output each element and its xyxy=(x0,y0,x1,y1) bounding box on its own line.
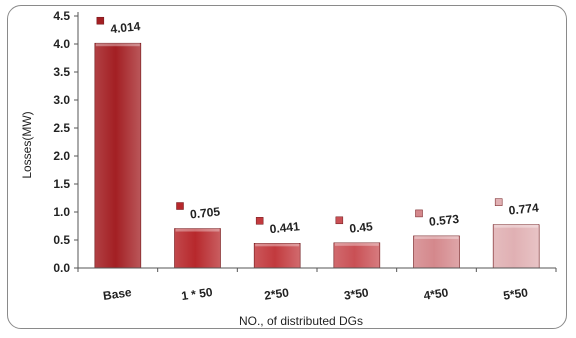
label-markers xyxy=(96,16,503,225)
bar-highlight xyxy=(255,243,300,247)
x-tick-label: Base xyxy=(102,285,133,303)
bar xyxy=(94,42,142,269)
y-tick-label: 1.5 xyxy=(53,177,70,191)
bar xyxy=(253,243,301,269)
x-tick-label: 2*50 xyxy=(263,285,290,302)
data-label: 0.573 xyxy=(428,212,460,229)
y-tick-label: 0.0 xyxy=(53,261,70,275)
data-label: 0.45 xyxy=(349,219,374,235)
y-tick-label: 2.0 xyxy=(53,149,70,163)
bar xyxy=(413,235,460,269)
y-axis: 0.0 0.5 1.0 1.5 2.0 2.5 3.0 3.5 4.0 4.5 xyxy=(53,9,79,275)
data-label: 0.441 xyxy=(269,219,301,236)
data-label-marker xyxy=(96,16,105,25)
bar xyxy=(333,242,381,269)
y-tick-label: 4.5 xyxy=(53,9,70,23)
data-label-marker xyxy=(255,217,264,225)
y-tick-label: 3.0 xyxy=(53,93,70,107)
x-tick-label: 1 * 50 xyxy=(180,285,213,303)
data-label: 0.774 xyxy=(508,201,540,218)
x-tick-label: 3*50 xyxy=(343,285,370,302)
bars xyxy=(94,42,540,269)
data-label-marker xyxy=(335,216,344,225)
data-labels: 4.014 0.705 0.441 0.45 0.573 0.774 xyxy=(110,19,540,236)
bar-highlight xyxy=(334,242,379,246)
x-tick-label: 5*50 xyxy=(502,285,529,302)
data-label: 0.705 xyxy=(189,204,221,221)
bar-highlight xyxy=(414,235,459,239)
bar xyxy=(174,228,221,269)
y-axis-title: Losses(MW) xyxy=(20,111,34,178)
data-label-marker xyxy=(176,202,184,210)
bar-highlight xyxy=(175,228,220,232)
x-axis-title: NO., of distributed DGs xyxy=(239,314,363,328)
data-label-marker xyxy=(415,209,423,218)
y-tick-label: 4.0 xyxy=(53,37,70,51)
bar xyxy=(492,224,540,269)
y-tick-label: 3.5 xyxy=(53,65,70,79)
data-label-marker xyxy=(494,198,503,206)
bar-highlight xyxy=(95,43,140,47)
bar-highlight xyxy=(494,224,539,228)
x-tick-label: 4*50 xyxy=(423,285,450,302)
x-axis: Base 1 * 50 2*50 3*50 4*50 5*50 xyxy=(77,267,557,303)
y-tick-label: 1.0 xyxy=(53,205,70,219)
y-tick-label: 0.5 xyxy=(53,233,70,247)
data-label: 4.014 xyxy=(110,19,142,36)
y-tick-label: 2.5 xyxy=(53,121,70,135)
